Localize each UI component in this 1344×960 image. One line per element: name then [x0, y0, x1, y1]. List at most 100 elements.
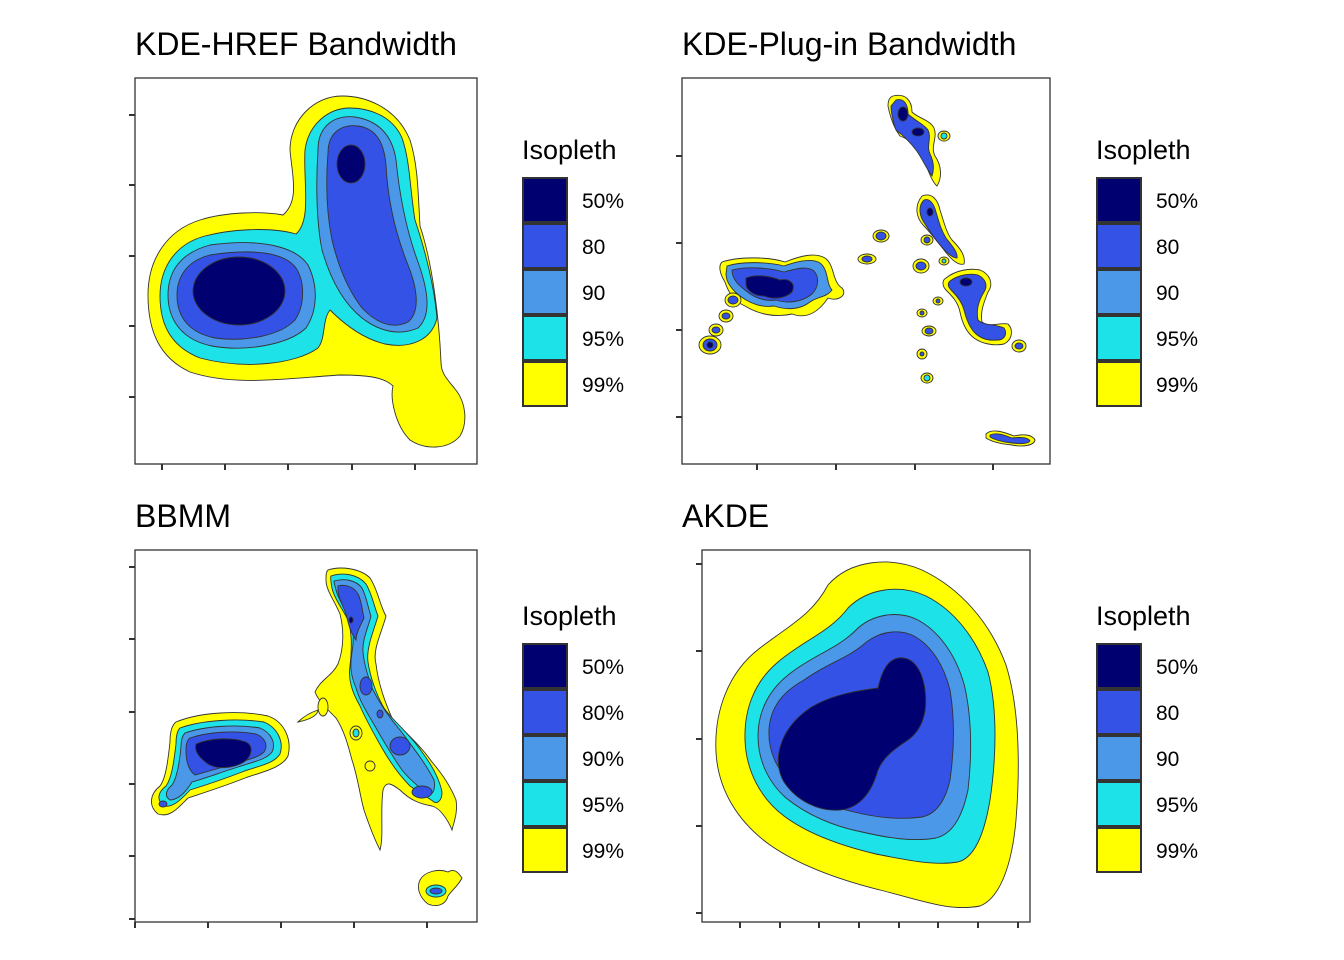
legend-key-80-akde	[1096, 689, 1142, 735]
isopleth-99-bbmm	[317, 697, 329, 717]
x-axis-ticks-href	[161, 464, 416, 470]
isopleth-95-plugin	[941, 258, 947, 264]
plot-area-plugin	[698, 94, 1036, 447]
isopleth-95-bbmm	[352, 728, 360, 738]
legend-label-plugin: 95%	[1156, 328, 1198, 351]
panel-akde: AKDE Isopleth	[682, 498, 1198, 928]
panel-href: KDE-HREF Bandwidth Isopleth	[129, 26, 624, 470]
patch-group-plugin-east	[942, 268, 1027, 353]
isopleth-50-plugin	[926, 207, 934, 217]
isopleth-80-bbmm	[411, 785, 433, 799]
y-axis-ticks-plugin	[676, 155, 682, 418]
patch-group-bbmm-west	[151, 712, 290, 816]
legend-label-href: 99%	[582, 374, 624, 397]
y-axis-ticks-akde	[696, 563, 702, 914]
legend-label-akde: 50%	[1156, 656, 1198, 679]
isopleth-80-plugin	[919, 310, 925, 316]
isopleth-50-plugin	[911, 127, 925, 137]
patch-group-bbmm-north	[296, 567, 457, 852]
plot-frame-plugin	[681, 77, 1051, 465]
x-axis-ticks-akde	[739, 922, 1019, 928]
patch-group-plugin-west	[698, 254, 845, 355]
isopleth-80-plugin	[924, 327, 934, 335]
isopleth-80-plugin	[947, 273, 1007, 341]
legend-key-90-plugin	[1096, 269, 1142, 315]
isopleth-50-plugin	[706, 341, 714, 349]
legend-key-99-akde	[1096, 827, 1142, 873]
isopleth-80-plugin	[919, 351, 925, 357]
patch-group-plugin-north	[887, 94, 951, 187]
legend-key-95-href	[522, 315, 568, 361]
plot-frame-href	[134, 77, 478, 465]
legend-label-plugin: 50%	[1156, 190, 1198, 213]
panel-title-akde: AKDE	[682, 498, 769, 534]
isopleth-80-plugin	[989, 433, 1031, 445]
isopleth-50-href-right	[336, 144, 366, 184]
legend-key-80-href	[522, 223, 568, 269]
legend-key-50-bbmm	[522, 643, 568, 689]
isopleth-80-plugin	[727, 295, 739, 305]
legend-key-95-plugin	[1096, 315, 1142, 361]
isopleth-99-bbmm	[296, 709, 319, 723]
legend-key-80-plugin	[1096, 223, 1142, 269]
legend-label-href: 80	[582, 236, 605, 259]
legend-label-href: 95%	[582, 328, 624, 351]
legend-key-99-bbmm	[522, 827, 568, 873]
isopleth-80-bbmm	[158, 800, 168, 808]
legend-label-bbmm: 50%	[582, 656, 624, 679]
isopleth-80-bbmm	[389, 736, 411, 756]
isopleth-50-plugin	[897, 106, 909, 122]
legend-key-50-plugin	[1096, 177, 1142, 223]
legend-key-95-bbmm	[522, 781, 568, 827]
isopleth-50-akde	[777, 657, 927, 811]
isopleth-80-plugin	[915, 261, 927, 271]
isopleth-80-plugin	[935, 298, 941, 304]
plot-area-akde	[715, 561, 1019, 909]
legend-key-95-akde	[1096, 781, 1142, 827]
legend-href: Isopleth 50% 80 90 95% 99%	[522, 135, 624, 407]
legend-key-99-plugin	[1096, 361, 1142, 407]
x-axis-ticks-plugin	[756, 464, 994, 470]
isopleth-95-plugin	[923, 374, 931, 382]
isopleth-80-bbmm	[359, 676, 373, 696]
legend-key-90-href	[522, 269, 568, 315]
panel-title-plugin: KDE-Plug-in Bandwidth	[682, 26, 1016, 62]
isopleth-80-plugin	[923, 236, 931, 244]
legend-label-plugin: 99%	[1156, 374, 1198, 397]
legend-title-akde: Isopleth	[1096, 601, 1191, 631]
legend-key-80-bbmm	[522, 689, 568, 735]
isopleth-80-plugin	[711, 326, 721, 334]
isopleth-50-href-left	[192, 256, 286, 326]
panel-plugin: KDE-Plug-in Bandwidth	[676, 26, 1198, 470]
x-axis-ticks-bbmm	[134, 922, 428, 928]
legend-akde: Isopleth 50% 80 90 95% 99%	[1096, 601, 1198, 873]
isopleth-80-bbmm	[376, 709, 384, 719]
legend-label-akde: 99%	[1156, 840, 1198, 863]
legend-label-bbmm: 90%	[582, 748, 624, 771]
legend-label-href: 90	[582, 282, 605, 305]
isopleth-80-plugin	[875, 231, 887, 241]
plot-area-href	[147, 95, 466, 448]
legend-label-akde: 80	[1156, 702, 1179, 725]
patch-group-bbmm-southeast	[417, 869, 463, 907]
legend-title-href: Isopleth	[522, 135, 617, 165]
isopleth-99-bbmm	[314, 567, 457, 852]
plot-area-bbmm	[151, 567, 463, 907]
legend-title-bbmm: Isopleth	[522, 601, 617, 631]
isopleth-50-plugin	[959, 277, 973, 287]
y-axis-ticks-href	[129, 114, 135, 398]
panel-bbmm: BBMM	[129, 498, 624, 928]
isopleth-50-plugin	[745, 275, 794, 299]
legend-key-90-akde	[1096, 735, 1142, 781]
legend-key-50-href	[522, 177, 568, 223]
isopleth-80-bbmm	[337, 584, 365, 642]
legend-key-99-href	[522, 361, 568, 407]
legend-label-bbmm: 80%	[582, 702, 624, 725]
legend-label-akde: 95%	[1156, 794, 1198, 817]
isopleth-50-bbmm	[195, 738, 252, 769]
legend-key-50-akde	[1096, 643, 1142, 689]
y-axis-ticks-bbmm	[129, 566, 135, 920]
patch-group-plugin-central	[857, 194, 965, 384]
isopleth-80-plugin	[861, 255, 873, 263]
